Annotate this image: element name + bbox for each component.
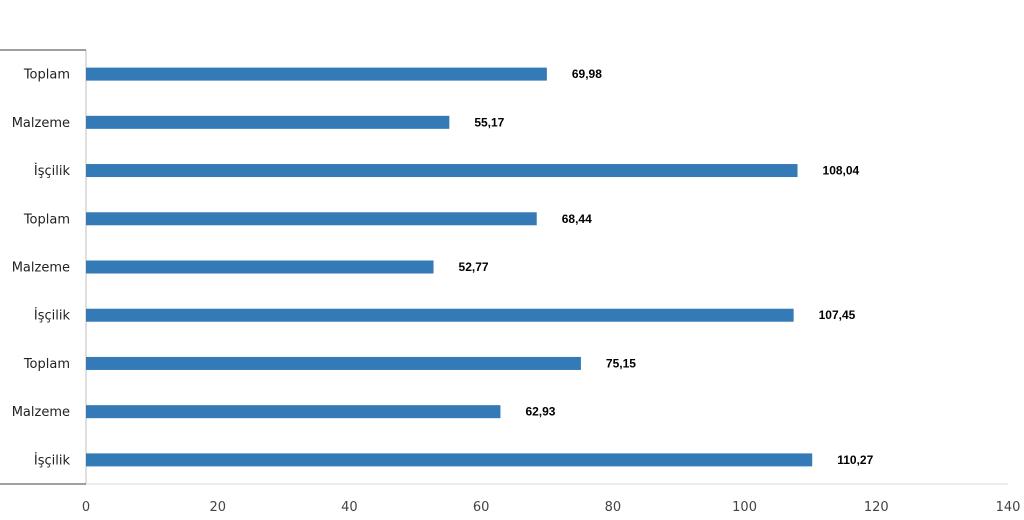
data-label: 107,45 [819, 308, 856, 322]
x-tick-label: 100 [732, 500, 757, 515]
category-label: Toplam [23, 212, 70, 227]
category-label: Malzeme [12, 405, 70, 420]
x-tick-label: 80 [605, 500, 622, 515]
category-label: Malzeme [12, 116, 70, 131]
category-label: İşçilik [34, 308, 71, 324]
category-label: İşçilik [34, 163, 71, 179]
data-label: 55,17 [474, 115, 504, 129]
data-label: 110,27 [837, 453, 873, 467]
x-tick-label: 40 [341, 500, 358, 515]
labels: 0 20 40 60 80 100 120 140 Toplam 69,98 Malzeme 55,1… [12, 67, 1021, 515]
bar [86, 453, 813, 467]
data-label: 108,04 [823, 164, 860, 178]
data-label: 68,44 [562, 212, 592, 226]
x-tick-label: 0 [82, 500, 90, 515]
bar [86, 67, 547, 81]
x-tick-label: 60 [473, 500, 490, 515]
bar [86, 356, 581, 370]
category-label: Malzeme [12, 261, 70, 276]
category-label: Toplam [23, 68, 70, 83]
bar [86, 212, 537, 226]
bar [86, 115, 450, 129]
data-label: 52,77 [459, 260, 489, 274]
data-label: 62,93 [525, 405, 555, 419]
data-label: 69,98 [572, 67, 602, 81]
x-tick-label: 140 [996, 500, 1021, 515]
category-label: Toplam [23, 357, 70, 372]
bar [86, 405, 501, 419]
bar [86, 260, 434, 274]
category-label: İşçilik [34, 452, 71, 468]
x-tick-label: 120 [864, 500, 889, 515]
bar [86, 164, 798, 178]
data-label: 75,15 [606, 356, 636, 370]
x-tick-label: 20 [209, 500, 226, 515]
bar [86, 308, 794, 322]
bars [86, 67, 813, 467]
